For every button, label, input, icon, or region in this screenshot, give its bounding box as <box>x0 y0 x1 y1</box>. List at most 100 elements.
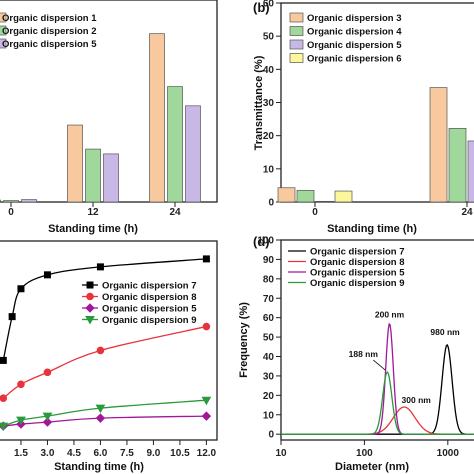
panel-c-data-point <box>201 396 212 406</box>
panel-a: Organic dispersion 1 Organic dispersion 2… <box>0 0 218 235</box>
panel-c-xtick-label: 9.0 <box>146 448 160 459</box>
panel-d-ytick-label: 0 <box>268 430 274 441</box>
panel-c-xtick-label: 7.5 <box>120 448 134 459</box>
panel-c-legend-label: Organic dispersion 7 <box>102 281 197 292</box>
panel-c-data-point <box>95 413 106 423</box>
panel-a-xtick-2: 24 <box>169 207 181 218</box>
panel-d-ytick-label: 70 <box>263 294 275 305</box>
panel-a-bar <box>149 33 165 203</box>
panel-c-frame <box>0 240 218 441</box>
panel-b-ytick-label: 20 <box>263 131 275 142</box>
panel-c-xtick-label: 1.5 <box>14 448 28 459</box>
panel-d-ylabel: Frequency (%) <box>238 302 250 378</box>
panel-b-legend-swatch <box>289 26 304 36</box>
panel-d-ytick-label: 20 <box>263 391 275 402</box>
panel-d-legend-label: Organic dispersion 7 <box>310 247 405 258</box>
panel-d-ytick-label: 30 <box>263 371 275 382</box>
panel-d-ytick-label: 40 <box>263 352 275 363</box>
panel-c-xtick-label: 12.0 <box>197 448 217 459</box>
panel-d-peak-annotation: 200 nm <box>375 309 405 319</box>
panel-a-bar <box>103 153 119 203</box>
panel-d-ytick-label: 80 <box>263 274 275 285</box>
panel-b-bar <box>277 187 296 203</box>
panel-b-bar <box>334 190 353 203</box>
panel-c-data-point <box>201 411 212 421</box>
panel-b-bar <box>296 190 315 203</box>
panel-d-frame <box>280 239 474 441</box>
panel-b-ytick-label: 60 <box>263 0 275 10</box>
panel-d-xtick-label: 100 <box>356 448 373 459</box>
panel-b-ytick-label: 10 <box>263 164 275 175</box>
panel-c-data-point <box>43 368 52 377</box>
panel-c-data-point <box>95 404 106 414</box>
panel-b-legend-label: Organic dispersion 5 <box>307 40 402 51</box>
panel-b: (b) 0 10 20 30 40 50 60 Organic dispersion 3 Or… <box>253 0 474 235</box>
panel-b-letter: (b) <box>253 0 270 15</box>
panel-b-legend-label: Organic dispersion 4 <box>307 27 402 38</box>
panel-c-data-point <box>42 412 53 422</box>
panel-c-series-line <box>2 325 207 399</box>
panel-d-letter: (d) <box>253 234 270 249</box>
panel-c-data-point <box>17 285 25 293</box>
panel-d-legend-label: Organic dispersion 5 <box>310 268 405 279</box>
panel-c-data-point <box>96 346 105 355</box>
panel-d-peak-annotation: 300 nm <box>402 395 432 405</box>
panel-b-bar <box>467 140 474 203</box>
panel-d-ytick-label: 10 <box>263 410 275 421</box>
panel-c-legend-marker <box>85 303 95 313</box>
panel-d-ytick-label: 50 <box>263 333 275 344</box>
panel-c-data-point <box>202 322 211 331</box>
panel-d-ytick-label: 60 <box>263 313 275 324</box>
panel-d-peak-annotation: 188 nm <box>349 349 379 359</box>
panel-b-xtick-1: 24 <box>461 207 473 218</box>
panel-c-legend-marker <box>86 281 94 289</box>
panel-c-data-point <box>16 416 26 426</box>
panel-d-distribution-curve <box>281 322 474 435</box>
panel-a-bar <box>0 199 1 203</box>
panel-a-xtick-1: 12 <box>87 207 99 218</box>
panel-b-ytick-label: 30 <box>263 98 275 109</box>
panel-b-xtick-0: 0 <box>312 207 318 218</box>
panel-b-legend-label: Organic dispersion 3 <box>307 13 402 24</box>
panel-d-xlabel: Diameter (nm) <box>335 461 409 473</box>
panel-b-legend-swatch <box>289 12 304 23</box>
panel-c-data-point <box>0 394 8 403</box>
panel-c-series-line <box>3 399 207 427</box>
panel-c-data-point <box>8 313 16 321</box>
panel-d-xtick-label: 1000 <box>437 448 460 459</box>
panel-d-legend-label: Organic dispersion 8 <box>310 257 405 268</box>
panel-c-xtick-label: 4.5 <box>67 448 81 459</box>
panel-a-bar <box>67 124 83 203</box>
panel-c-xlabel: Standing time (h) <box>54 461 144 473</box>
panel-d-ytick-label: 100 <box>257 236 274 247</box>
panel-b-bar <box>448 128 467 203</box>
panel-c-data-point <box>0 356 7 364</box>
panel-a-bar <box>185 105 201 203</box>
panel-c-xtick-label: 10.5 <box>170 448 190 459</box>
panel-c-xtick-label: 6.0 <box>93 448 107 459</box>
panel-b-ytick-label: 40 <box>263 65 275 76</box>
panel-d-distribution-curve <box>281 406 474 435</box>
panel-c-legend-label: Organic dispersion 5 <box>102 304 197 315</box>
panel-d-distribution-curve <box>281 370 474 435</box>
panel-b-bar <box>315 200 334 203</box>
panel-a-bar <box>167 86 183 203</box>
panel-a-bar <box>21 199 37 203</box>
panel-a-legend-swatch <box>0 38 7 49</box>
panel-a-legend-swatch <box>0 12 7 23</box>
panel-c-legend-label: Organic dispersion 9 <box>102 315 197 326</box>
panel-a-legend-label: Organic dispersion 2 <box>2 26 97 37</box>
panel-b-legend-swatch <box>289 39 304 50</box>
panel-c-legend-marker <box>85 316 95 325</box>
panel-d-ytick-label: 90 <box>263 255 275 266</box>
panel-b-legend-label: Organic dispersion 6 <box>307 54 402 65</box>
panel-c-data-point <box>42 417 53 427</box>
panel-c-legend-marker <box>86 292 94 301</box>
panel-a-legend-label: Organic dispersion 5 <box>2 39 97 50</box>
panel-c-data-point <box>202 255 210 263</box>
panel-a-bar <box>3 200 19 203</box>
panel-b-legend-swatch <box>289 53 304 63</box>
